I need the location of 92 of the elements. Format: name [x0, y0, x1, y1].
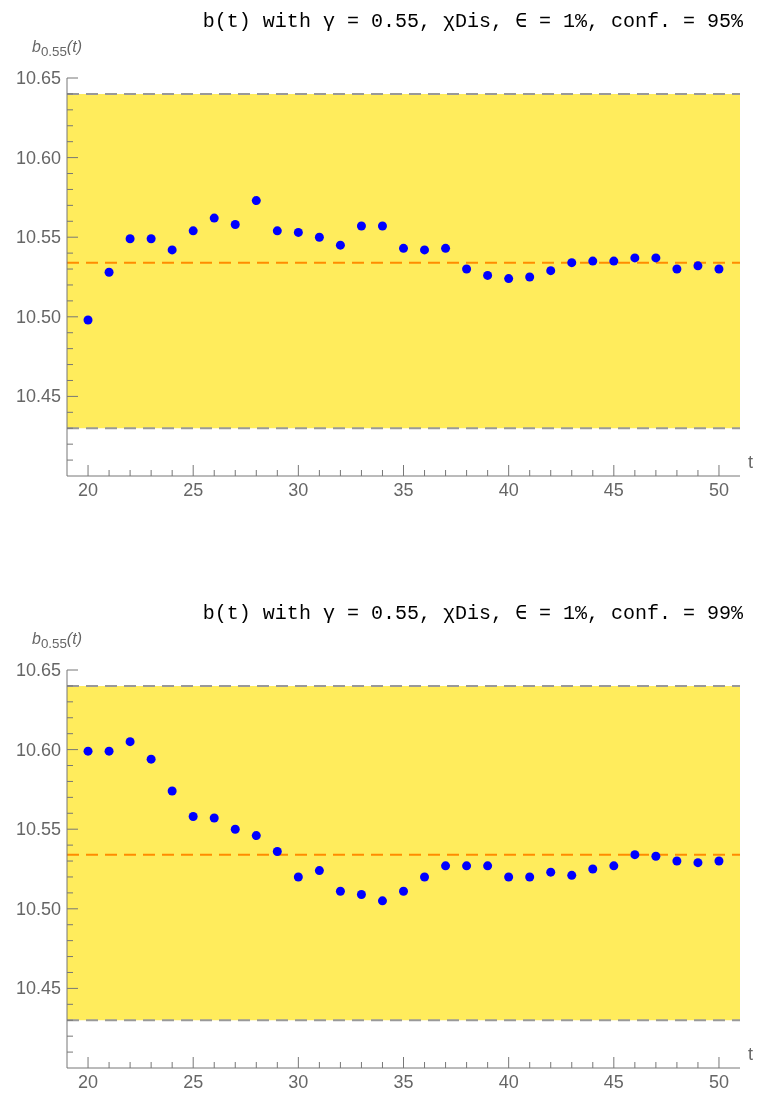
point: [462, 861, 472, 871]
point: [377, 896, 387, 906]
y-tick-label: 10.45: [15, 386, 61, 407]
point: [230, 824, 240, 834]
chart-title: b(t) with γ = 0.55, χDis, ∈ = 1%, conf. = 95%: [201, 9, 743, 33]
point: [630, 253, 640, 263]
point: [167, 786, 177, 796]
y-axis-title: b$_{0.55}$(t): [32, 38, 82, 60]
x-axis-title: t: [748, 1044, 754, 1065]
point: [588, 864, 598, 874]
point: [441, 243, 451, 253]
point: [420, 872, 430, 882]
point: [441, 861, 451, 871]
y-tick-label: 10.55: [15, 227, 61, 248]
x-tick-label: 40: [498, 480, 519, 500]
point: [230, 219, 240, 229]
y-tick-label: 10.50: [15, 898, 61, 919]
point: [125, 234, 135, 244]
point: [272, 226, 282, 236]
x-tick-label: 50: [708, 480, 729, 500]
y-tick-label: 10.60: [15, 147, 61, 168]
point: [714, 264, 724, 274]
point: [609, 256, 619, 266]
point: [672, 856, 682, 866]
point: [377, 221, 387, 231]
point: [293, 227, 303, 237]
x-axis-title: t: [748, 452, 754, 473]
point: [630, 850, 640, 860]
point: [588, 256, 598, 266]
x-tick-label: 30: [288, 1072, 309, 1092]
point: [209, 813, 219, 823]
x-tick-label: 25: [183, 1072, 204, 1092]
point: [651, 253, 661, 263]
point: [356, 889, 366, 899]
x-tick-label: 40: [498, 1072, 519, 1092]
point: [293, 872, 303, 882]
x-tick-label: 25: [183, 480, 204, 500]
point: [504, 872, 514, 882]
point: [546, 266, 556, 276]
x-tick-label: 50: [708, 1072, 729, 1092]
point: [314, 232, 324, 242]
point: [356, 221, 366, 231]
x-tick-label: 20: [78, 1072, 99, 1092]
y-tick-label: 10.60: [15, 739, 61, 760]
y-tick-label: 10.65: [15, 68, 61, 88]
point: [525, 872, 535, 882]
point: [251, 831, 261, 841]
point: [83, 315, 93, 325]
y-tick-label: 10.45: [15, 978, 61, 999]
point: [83, 746, 93, 756]
point: [335, 240, 345, 250]
point: [651, 851, 661, 861]
point: [125, 737, 135, 747]
point: [104, 746, 114, 756]
point: [314, 866, 324, 876]
point: [188, 811, 198, 821]
y-tick-label: 10.50: [15, 306, 61, 327]
point: [104, 267, 114, 277]
y-tick-label: 10.55: [15, 819, 61, 840]
point: [567, 258, 577, 268]
point: [420, 245, 430, 255]
x-tick-label: 35: [393, 1072, 414, 1092]
point: [188, 226, 198, 236]
point: [525, 272, 535, 282]
point: [546, 867, 556, 877]
point: [272, 846, 282, 856]
point: [399, 243, 408, 253]
point: [693, 858, 703, 868]
chart-title: b(t) with γ = 0.55, χDis, ∈ = 1%, conf. = 99%: [201, 601, 743, 625]
point: [335, 886, 345, 896]
x-tick-label: 20: [78, 480, 99, 500]
x-tick-label: 45: [603, 1072, 624, 1092]
point: [251, 196, 261, 206]
point: [483, 861, 493, 871]
point: [209, 213, 219, 223]
point: [483, 270, 493, 280]
point: [567, 870, 577, 880]
point: [146, 234, 156, 244]
point: [146, 754, 156, 764]
point: [167, 245, 177, 255]
point: [672, 264, 682, 274]
x-tick-label: 30: [288, 480, 309, 500]
point: [714, 856, 724, 866]
y-axis-title: b$_{0.55}$(t): [32, 630, 82, 652]
x-tick-label: 35: [393, 480, 414, 500]
point: [693, 261, 703, 271]
point: [399, 886, 408, 896]
y-tick-label: 10.65: [15, 660, 61, 680]
point: [504, 274, 514, 284]
x-tick-label: 45: [603, 480, 624, 500]
point: [462, 264, 472, 274]
point: [609, 861, 619, 871]
